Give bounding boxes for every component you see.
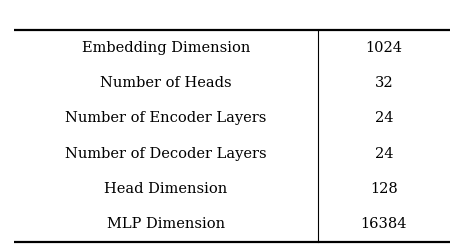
Text: 128: 128 [369, 182, 397, 196]
Text: Number of Encoder Layers: Number of Encoder Layers [65, 111, 266, 125]
Text: 16384: 16384 [360, 217, 407, 231]
Text: Number of Decoder Layers: Number of Decoder Layers [65, 147, 266, 161]
Text: MLP Dimension: MLP Dimension [106, 217, 225, 231]
Text: 24: 24 [374, 147, 392, 161]
Text: 32: 32 [374, 76, 393, 90]
Text: Embedding Dimension: Embedding Dimension [81, 41, 250, 55]
Text: 24: 24 [374, 111, 392, 125]
Text: Number of Heads: Number of Heads [100, 76, 231, 90]
Text: Head Dimension: Head Dimension [104, 182, 227, 196]
Text: 1024: 1024 [365, 41, 401, 55]
